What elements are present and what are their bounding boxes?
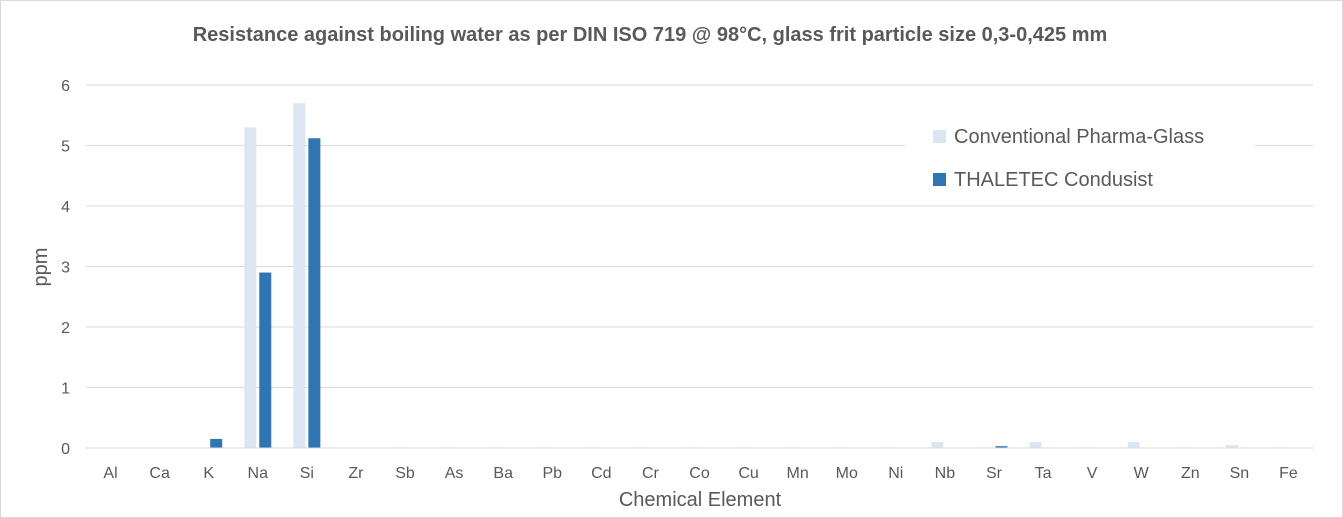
bars <box>210 103 1287 449</box>
x-axis-ticks: Al Ca K Na Si Zr Sb As Ba Pb Cd Cr Co Cu Mn Mo Ni Nb Sr Ta V… <box>103 465 1297 482</box>
bar-sn-series-1 <box>1225 444 1238 448</box>
x-tick-label: V <box>1087 465 1098 482</box>
y-tick-label: 0 <box>61 441 70 458</box>
legend-label-thaletec: THALETEC Condusist <box>954 169 1153 191</box>
bar-sr-series-2 <box>995 446 1008 448</box>
chart-title: Resistance against boiling water as per … <box>193 24 1108 46</box>
bar-ta-series-1 <box>1029 441 1042 448</box>
x-tick-label: Si <box>300 465 314 482</box>
y-axis-title: ppm <box>30 248 52 287</box>
x-tick-label: Sr <box>986 465 1003 482</box>
x-tick-label: Zr <box>348 465 364 482</box>
x-tick-label: Nb <box>935 465 956 482</box>
y-axis-ticks: 0 1 2 3 4 5 6 <box>61 78 70 458</box>
x-tick-label: W <box>1134 465 1150 482</box>
x-tick-label: Cu <box>738 465 758 482</box>
x-tick-label: Ca <box>149 465 170 482</box>
legend-label-conventional: Conventional Pharma-Glass <box>954 126 1204 148</box>
legend-swatch-conventional <box>933 130 946 143</box>
legend-background <box>905 116 1255 204</box>
x-tick-label: K <box>203 465 214 482</box>
bar-na-series-1 <box>244 127 257 448</box>
bar-si-series-1 <box>293 103 306 449</box>
x-tick-label: Cd <box>591 465 611 482</box>
x-tick-label: Fe <box>1279 465 1298 482</box>
bar-si-series-2 <box>308 138 321 449</box>
x-tick-label: Ta <box>1035 465 1052 482</box>
x-tick-label: Mn <box>787 465 809 482</box>
x-axis-title: Chemical Element <box>619 489 782 511</box>
x-tick-label: Cr <box>642 465 660 482</box>
bar-nb-series-1 <box>931 441 944 448</box>
legend-swatch-thaletec <box>933 173 946 186</box>
x-tick-label: Zn <box>1181 465 1200 482</box>
x-tick-label: Ba <box>493 465 513 482</box>
gridlines <box>86 84 1313 388</box>
x-tick-label: Pb <box>542 465 562 482</box>
x-tick-label: Co <box>689 465 710 482</box>
y-tick-label: 4 <box>61 199 70 216</box>
x-tick-label: Sn <box>1230 465 1250 482</box>
x-tick-label: Mo <box>836 465 858 482</box>
bar-w-series-1 <box>1127 441 1140 448</box>
legend: Conventional Pharma-Glass THALETEC Condu… <box>905 116 1255 204</box>
x-tick-label: Sb <box>395 465 415 482</box>
x-tick-label: Al <box>103 465 117 482</box>
y-tick-label: 1 <box>61 381 70 398</box>
y-tick-label: 5 <box>61 139 70 156</box>
bar-k-series-2 <box>210 438 223 448</box>
x-tick-label: Na <box>248 465 269 482</box>
x-tick-label: Ni <box>888 465 903 482</box>
bar-na-series-2 <box>259 272 272 448</box>
x-tick-label: As <box>445 465 464 482</box>
y-tick-label: 3 <box>61 260 70 277</box>
y-tick-label: 2 <box>61 320 70 337</box>
y-tick-label: 6 <box>61 78 70 95</box>
